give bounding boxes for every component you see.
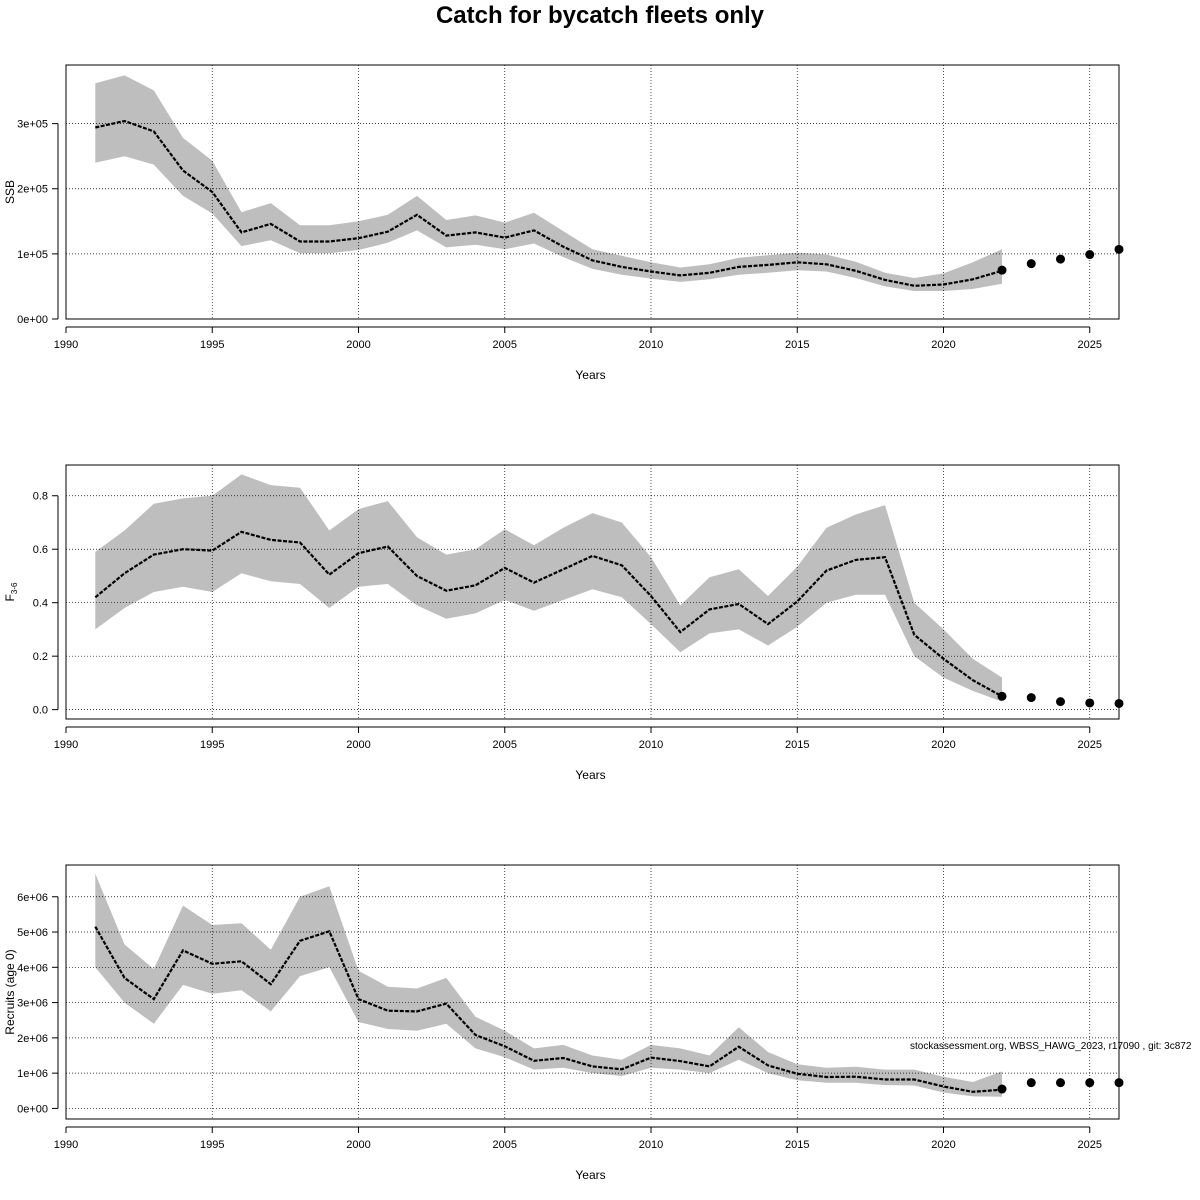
x-tick-label: 1990 bbox=[54, 339, 78, 351]
x-tick-label: 2010 bbox=[639, 339, 663, 351]
y-tick-label: 6e+06 bbox=[17, 892, 48, 904]
confidence-band bbox=[95, 873, 1003, 1097]
y-tick-label: 1e+05 bbox=[17, 249, 48, 261]
x-tick-label: 2005 bbox=[493, 1139, 517, 1151]
plot-frame bbox=[65, 464, 1120, 720]
projection-point bbox=[1085, 698, 1095, 708]
projection-point bbox=[997, 265, 1007, 275]
x-tick-label: 2005 bbox=[493, 339, 517, 351]
projection-point bbox=[1085, 1078, 1095, 1088]
x-tick-label: 2025 bbox=[1078, 1139, 1102, 1151]
y-tick-label: 2e+05 bbox=[17, 184, 48, 196]
y-tick-label: 1e+06 bbox=[17, 1068, 48, 1080]
x-tick-label: 2000 bbox=[346, 339, 370, 351]
x-tick-label: 1995 bbox=[200, 339, 224, 351]
x-axis-label: Years bbox=[575, 368, 605, 382]
y-tick-label: 0e+00 bbox=[17, 1103, 48, 1115]
y-tick-label: 0e+00 bbox=[17, 314, 48, 326]
x-tick-label: 2020 bbox=[931, 339, 955, 351]
projection-point bbox=[997, 691, 1007, 701]
y-tick-label: 5e+06 bbox=[17, 927, 48, 939]
x-tick-label: 2025 bbox=[1078, 339, 1102, 351]
x-tick-label: 2020 bbox=[931, 1139, 955, 1151]
x-tick-label: 2010 bbox=[639, 1139, 663, 1151]
y-axis-label: SSB bbox=[3, 180, 17, 204]
y-tick-label: 3e+06 bbox=[17, 998, 48, 1010]
x-tick-label: 2000 bbox=[346, 739, 370, 751]
y-tick-label: 0.0 bbox=[33, 705, 48, 717]
y-axis-label: F3-6 bbox=[3, 582, 19, 601]
y-axis-label: Recruits (age 0) bbox=[3, 949, 17, 1034]
estimate-line bbox=[94, 530, 1003, 698]
projection-point bbox=[1085, 250, 1095, 260]
confidence-band bbox=[95, 75, 1003, 292]
x-tick-label: 2015 bbox=[785, 739, 809, 751]
projection-point bbox=[997, 1084, 1007, 1094]
source-footnote: stockassessment.org, WBSS_HAWG_2023, r17… bbox=[910, 1041, 1192, 1052]
projection-point bbox=[1056, 697, 1065, 707]
y-tick-label: 3e+05 bbox=[17, 119, 48, 131]
x-tick-label: 2005 bbox=[493, 739, 517, 751]
y-tick-label: 0.6 bbox=[33, 544, 48, 556]
panel-2: 1990 1995 2000 2005 2010 2015 2020 2025 Years 0.0… bbox=[3, 464, 1124, 782]
x-tick-label: 2015 bbox=[785, 339, 809, 351]
panel-1: 1990 1995 2000 2005 2010 2015 2020 2025 Years 0e+… bbox=[3, 64, 1124, 382]
x-tick-label: 2025 bbox=[1078, 739, 1102, 751]
projection-point bbox=[1026, 693, 1036, 703]
y-axis-label-symbol: F bbox=[3, 594, 17, 601]
plot-frame bbox=[65, 64, 1120, 320]
x-axis-label: Years bbox=[575, 1168, 605, 1182]
projection-point bbox=[1056, 254, 1065, 264]
x-tick-label: 2020 bbox=[931, 739, 955, 751]
y-tick-label: 4e+06 bbox=[17, 962, 48, 974]
x-tick-label: 2010 bbox=[639, 739, 663, 751]
x-tick-label: 1990 bbox=[54, 1139, 78, 1151]
projection-point bbox=[1056, 1078, 1065, 1088]
x-tick-label: 1990 bbox=[54, 739, 78, 751]
y-tick-label: 0.4 bbox=[33, 598, 48, 610]
y-tick-label: 2e+06 bbox=[17, 1033, 48, 1045]
x-tick-label: 1995 bbox=[200, 739, 224, 751]
chart-title: Catch for bycatch fleets only bbox=[435, 2, 765, 29]
x-tick-label: 1995 bbox=[200, 1139, 224, 1151]
y-axis-label-subscript: 3-6 bbox=[10, 582, 19, 594]
panel-3: 1990 1995 2000 2005 2010 2015 2020 2025 Years 0e+… bbox=[3, 864, 1124, 1182]
estimate-line bbox=[95, 119, 1003, 287]
plot-frame bbox=[65, 864, 1120, 1120]
y-tick-label: 0.2 bbox=[33, 651, 48, 663]
x-axis-label: Years bbox=[575, 768, 605, 782]
projection-point bbox=[1026, 259, 1036, 269]
x-tick-label: 2015 bbox=[785, 1139, 809, 1151]
confidence-band bbox=[95, 474, 1003, 702]
x-tick-label: 2000 bbox=[346, 1139, 370, 1151]
y-tick-label: 0.8 bbox=[33, 491, 48, 503]
projection-point bbox=[1026, 1078, 1036, 1088]
